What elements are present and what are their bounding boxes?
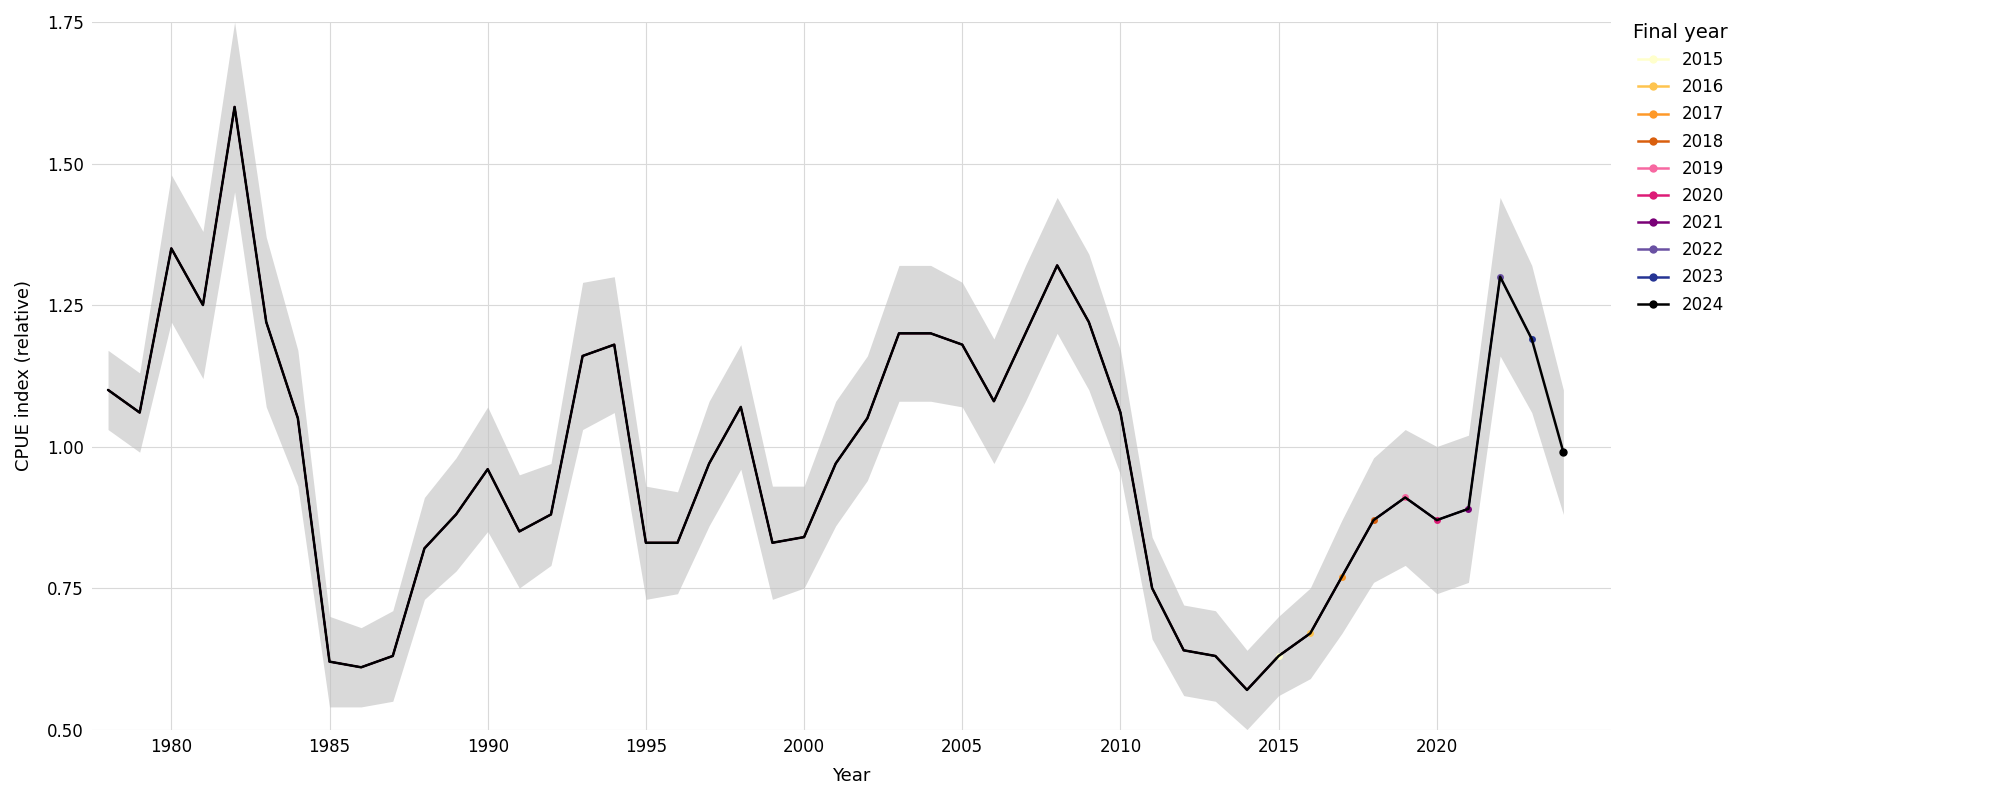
Y-axis label: CPUE index (relative): CPUE index (relative) [14, 280, 32, 471]
X-axis label: Year: Year [832, 767, 870, 785]
Legend: 2015, 2016, 2017, 2018, 2019, 2020, 2021, 2022, 2023, 2024: 2015, 2016, 2017, 2018, 2019, 2020, 2021… [1626, 16, 1734, 320]
